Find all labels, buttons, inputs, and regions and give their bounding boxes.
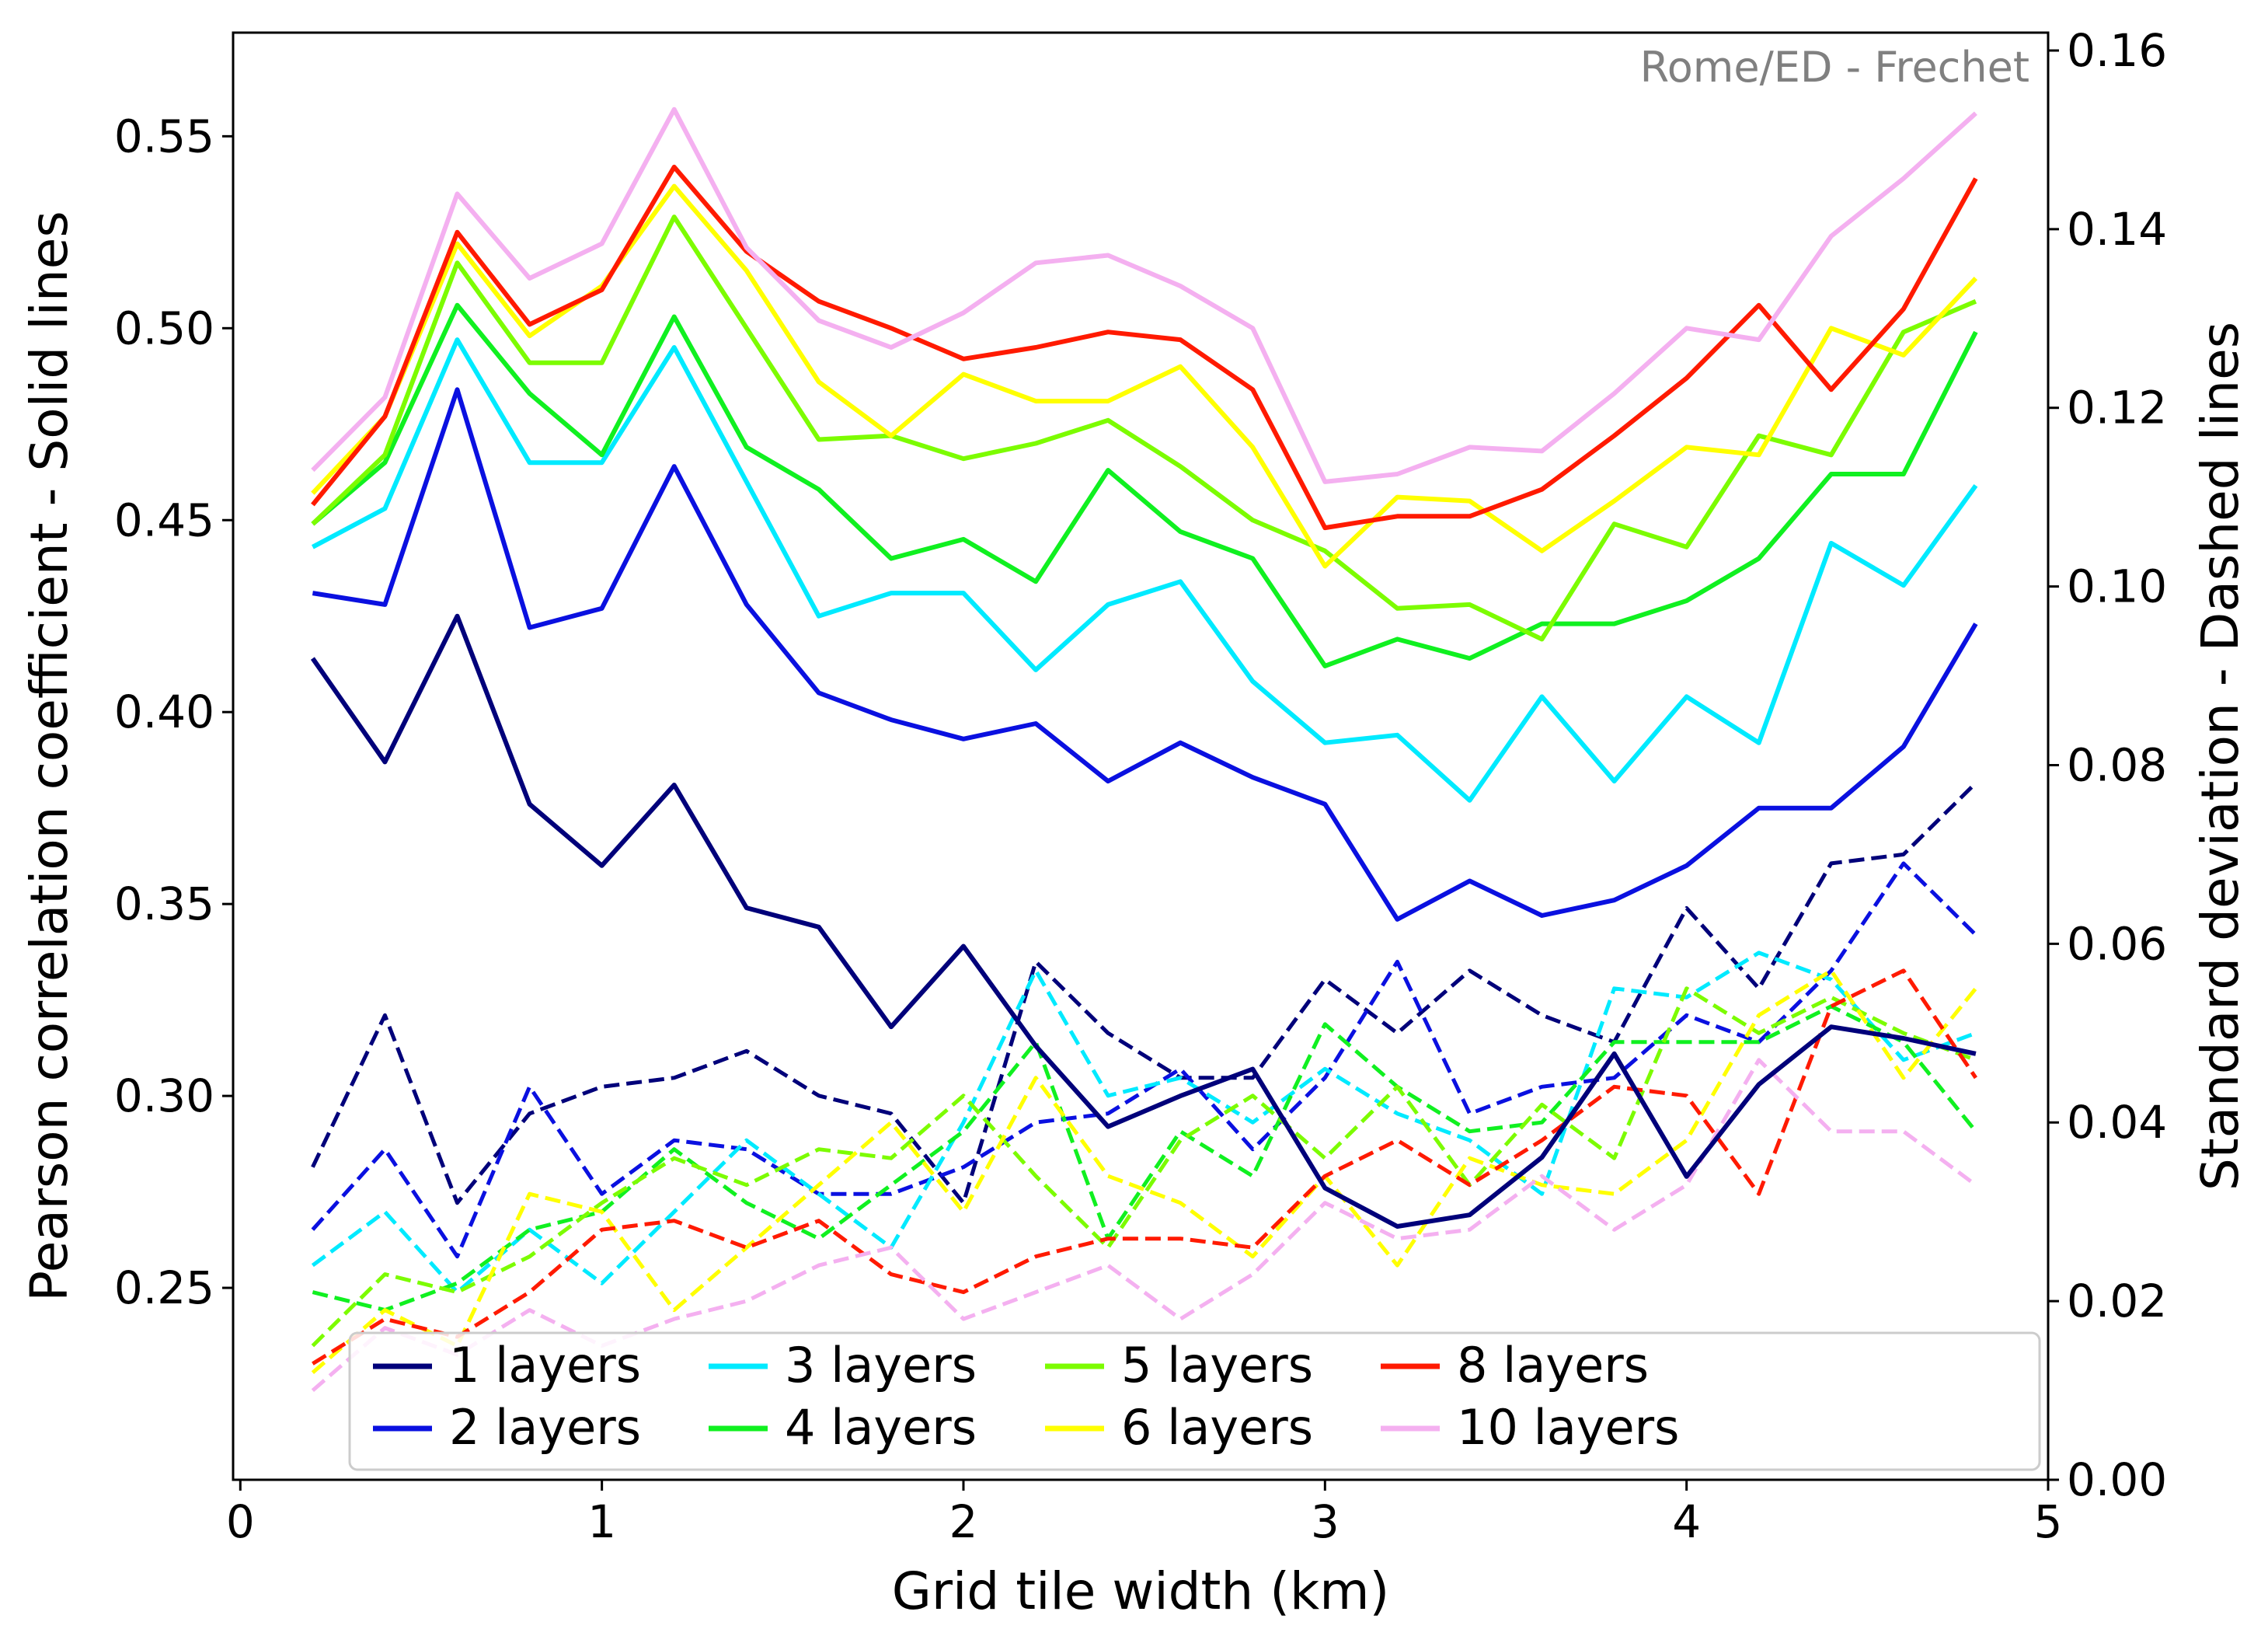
left-y-tick-label: 0.30 — [114, 1069, 214, 1122]
right-y-tick-label: 0.02 — [2067, 1275, 2167, 1327]
pearson-line-2-layers — [312, 387, 1978, 922]
x-tick-label: 3 — [1311, 1495, 1340, 1548]
right-y-axis-label: Standard deviation - Dashed lines — [2190, 322, 2250, 1191]
right-y-tick-label: 0.12 — [2067, 382, 2167, 434]
x-tick-label: 0 — [226, 1495, 255, 1548]
std-line-5-layers — [311, 986, 1977, 1348]
right-y-tick-label: 0.04 — [2067, 1096, 2167, 1149]
left-y-tick-label: 0.55 — [114, 110, 214, 162]
std-line-3-layers — [311, 951, 1977, 1295]
x-tick-label: 4 — [1672, 1495, 1701, 1548]
pearson-line-4-layers — [311, 302, 1978, 668]
left-y-axis-ticks: 0.25 0.30 0.35 0.40 0.45 0.50 0.55 — [114, 110, 233, 1314]
x-tick-label: 5 — [2034, 1495, 2063, 1548]
right-y-tick-label: 0.16 — [2067, 24, 2167, 77]
left-y-axis-label: Pearson correlation coefficient - Solid … — [19, 211, 79, 1301]
right-y-tick-label: 0.00 — [2067, 1453, 2167, 1506]
left-y-tick-label: 0.40 — [114, 685, 214, 738]
pearson-line-8-layers — [311, 164, 1978, 531]
left-y-tick-label: 0.35 — [114, 877, 214, 930]
plot-lines — [310, 106, 1978, 1392]
legend-label: 2 layers — [449, 1399, 641, 1456]
legend-label: 4 layers — [785, 1399, 977, 1456]
x-axis-label: Grid tile width (km) — [892, 1561, 1390, 1621]
plot-frame — [232, 31, 2050, 1481]
pearson-line-3-layers — [311, 337, 1978, 803]
legend-label: 6 layers — [1121, 1399, 1313, 1456]
legend-label: 3 layers — [785, 1337, 977, 1394]
std-line-4-layers — [312, 1004, 1977, 1313]
right-y-tick-label: 0.08 — [2067, 738, 2167, 791]
legend-label: 10 layers — [1457, 1399, 1679, 1456]
right-y-axis-ticks: 0.00 0.02 0.04 0.06 0.08 0.10 0.12 0.14 0.16 — [2048, 24, 2167, 1506]
pearson-line-10-layers — [311, 106, 1977, 484]
pearson-line-5-layers — [311, 215, 1977, 642]
x-tick-label: 2 — [949, 1495, 978, 1548]
x-axis-ticks: 0 1 2 3 4 5 — [226, 1480, 2063, 1548]
legend-label: 1 layers — [449, 1337, 641, 1394]
left-y-tick-label: 0.45 — [114, 494, 214, 546]
right-y-tick-label: 0.10 — [2067, 560, 2167, 613]
left-y-tick-label: 0.25 — [114, 1261, 214, 1314]
legend-box — [348, 1331, 2041, 1471]
legend-label: 5 layers — [1121, 1337, 1313, 1394]
std-line-2-layers — [311, 861, 1977, 1259]
right-y-tick-label: 0.14 — [2067, 203, 2167, 256]
std-line-6-layers — [311, 968, 1977, 1374]
std-line-1-layers — [311, 781, 1977, 1205]
legend-label: 8 layers — [1457, 1337, 1649, 1394]
std-line-8-layers — [312, 968, 1977, 1366]
chart-annotation: Rome/ED - Frechet — [1640, 43, 2029, 92]
pearson-line-1-layers — [310, 613, 1977, 1229]
right-y-tick-label: 0.06 — [2067, 917, 2167, 970]
left-y-tick-label: 0.50 — [114, 302, 214, 354]
x-tick-label: 1 — [587, 1495, 616, 1548]
